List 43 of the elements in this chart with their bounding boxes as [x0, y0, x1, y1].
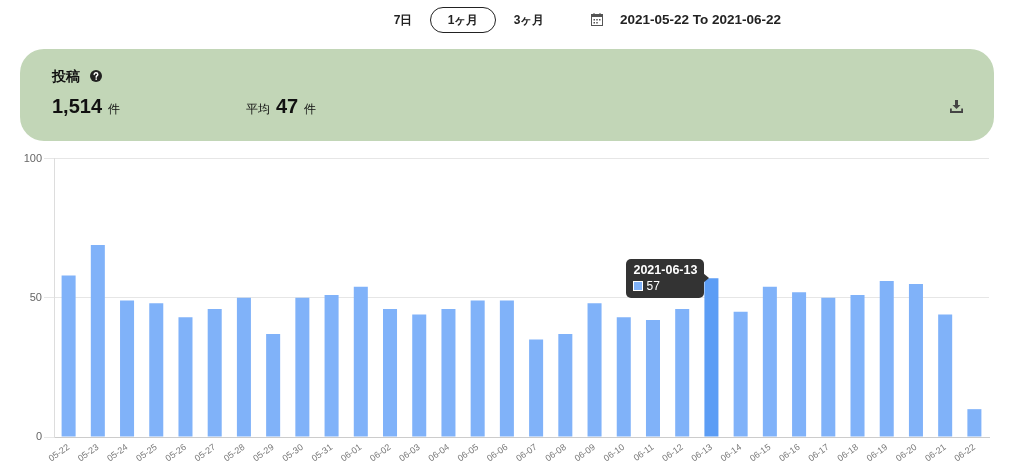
bar [733, 311, 748, 437]
annotation: 57 [646, 278, 660, 293]
bar [938, 314, 953, 437]
y-tick-label: 50 [29, 290, 42, 303]
bar [178, 317, 193, 437]
text: 2021-05-22 To 2021-06-22 [620, 12, 782, 27]
bar [908, 283, 923, 437]
bar [441, 308, 456, 437]
bar [850, 295, 865, 437]
annotation: 2021-06-13 [633, 262, 698, 277]
bar [704, 278, 719, 437]
bar [324, 295, 339, 437]
bar [762, 286, 777, 437]
bar [266, 333, 281, 437]
bar [967, 409, 982, 437]
bar [383, 308, 398, 437]
bar [529, 339, 544, 437]
bar [470, 300, 485, 437]
bar [879, 281, 894, 437]
text: 1,514 件 [52, 95, 121, 118]
bar [675, 308, 690, 437]
bar [295, 297, 310, 437]
bar [558, 333, 573, 437]
text: 7日 [393, 13, 413, 27]
bar [120, 300, 135, 437]
text: 平均 47 件 [246, 95, 317, 118]
y-tick-label: 100 [23, 151, 42, 164]
bar [587, 303, 602, 437]
bar [353, 286, 368, 437]
chart-title: 投稿 [52, 68, 80, 84]
bar [616, 317, 631, 437]
bar [792, 292, 807, 437]
bar [236, 297, 251, 437]
bar [207, 308, 222, 437]
bar [499, 300, 514, 437]
bar [821, 297, 836, 437]
text: 3ヶ月 [513, 13, 545, 27]
bar [412, 314, 427, 437]
bar [149, 303, 164, 437]
y-tick-label: 0 [35, 430, 42, 443]
bar [61, 275, 76, 437]
bar [90, 244, 105, 437]
bar [645, 320, 660, 437]
